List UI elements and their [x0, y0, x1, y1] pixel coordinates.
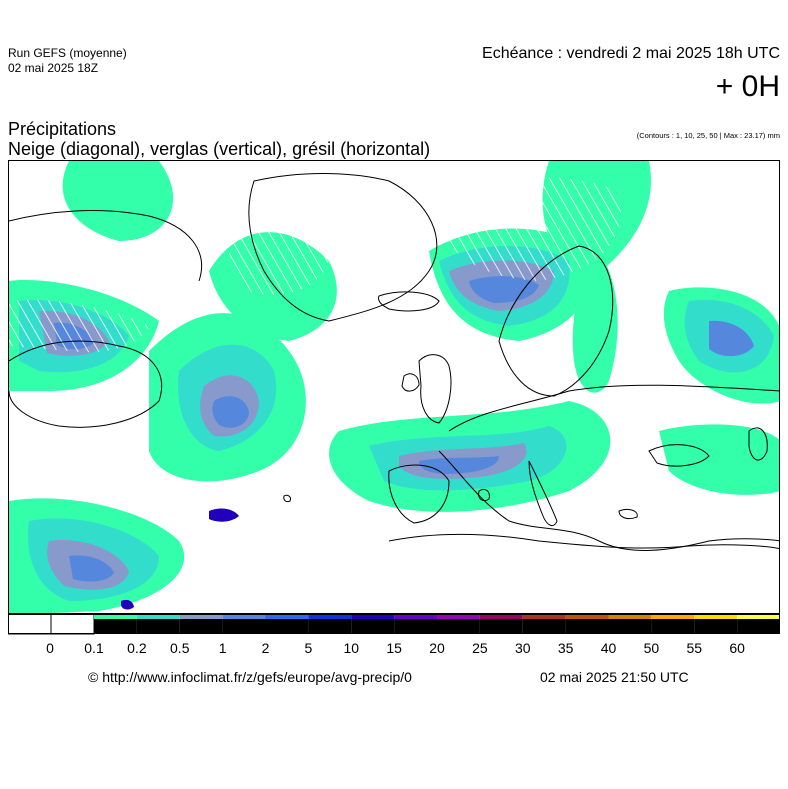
precipitation-map — [8, 160, 780, 614]
legend-swatch-base — [94, 619, 137, 634]
map-subtitle: Neige (diagonal), verglas (vertical), gr… — [8, 139, 431, 159]
legend-tick-label: 5 — [304, 640, 313, 656]
legend-swatch-base — [737, 619, 780, 634]
legend-tick-label: 35 — [557, 640, 574, 656]
legend-swatch-base — [522, 619, 566, 634]
legend-swatch — [394, 614, 437, 619]
legend-swatch-base — [136, 619, 180, 634]
legend-swatch — [651, 614, 695, 619]
legend-bar — [8, 614, 780, 635]
legend-tick-label: 55 — [686, 640, 703, 656]
legend-swatch — [136, 614, 180, 619]
legend-tick-label: 0.1 — [84, 640, 104, 656]
legend-swatch-base — [179, 619, 223, 634]
legend-swatch-base — [351, 619, 395, 634]
precip-max-areas — [121, 508, 239, 610]
legend-swatch — [522, 614, 566, 619]
forecast-valid-time: Echéance : vendredi 2 mai 2025 18h UTC — [482, 45, 780, 62]
legend-swatch — [50, 614, 95, 635]
legend-tick-label: 60 — [729, 640, 745, 656]
run-date: 02 mai 2025 18Z — [8, 61, 99, 75]
color-legend — [8, 614, 780, 635]
legend-tick-label: 2 — [261, 640, 270, 656]
legend-swatch-base — [565, 619, 609, 634]
legend-tick-label: 50 — [643, 640, 660, 656]
legend-tick-label: 10 — [343, 640, 360, 656]
legend-swatch-base — [222, 619, 266, 634]
legend-tick-label: 1 — [218, 640, 227, 656]
legend-tick-label: 0.2 — [127, 640, 147, 656]
legend-swatch-base — [265, 619, 309, 634]
update-time: 02 mai 2025 21:50 UTC — [540, 669, 689, 685]
legend-tick-label: 15 — [386, 640, 402, 656]
legend-swatch-base — [694, 619, 738, 634]
legend-swatch — [222, 614, 266, 619]
legend-swatch — [8, 614, 52, 635]
lead-time: + 0H — [715, 70, 780, 103]
legend-tick-label: 40 — [600, 640, 617, 656]
legend-swatch — [565, 614, 609, 619]
legend-swatch — [737, 614, 780, 619]
legend-tick-label: 0 — [46, 640, 54, 656]
source-credit: © http://www.infoclimat.fr/z/gefs/europe… — [88, 669, 412, 685]
legend-swatch — [179, 614, 223, 619]
legend-tick-label: 25 — [472, 640, 488, 656]
legend-swatch-base — [308, 619, 352, 634]
legend-frame — [8, 614, 780, 634]
legend-swatch-base — [651, 619, 695, 634]
legend-swatch — [308, 614, 352, 619]
legend-tick-label: 0.5 — [170, 640, 190, 656]
legend-swatch — [437, 614, 480, 619]
map-canvas — [9, 161, 779, 613]
legend-swatch-base — [479, 619, 523, 634]
contours-info: (Contours : 1, 10, 25, 50 | Max : 23.17)… — [636, 131, 780, 140]
legend-swatch — [265, 614, 309, 619]
legend-swatch — [694, 614, 738, 619]
legend-swatch — [608, 614, 652, 619]
legend-swatch-base — [394, 619, 437, 634]
coastlines — [9, 173, 779, 551]
legend-swatch-base — [437, 619, 480, 634]
legend-tick-label: 30 — [514, 640, 531, 656]
map-title: Précipitations — [8, 119, 117, 139]
legend-tick-label: 20 — [429, 640, 445, 656]
legend-swatch — [479, 614, 523, 619]
legend-swatch — [94, 614, 137, 619]
legend-swatch-base — [608, 619, 652, 634]
legend-swatch — [351, 614, 395, 619]
run-name: Run GEFS (moyenne) — [8, 46, 127, 60]
